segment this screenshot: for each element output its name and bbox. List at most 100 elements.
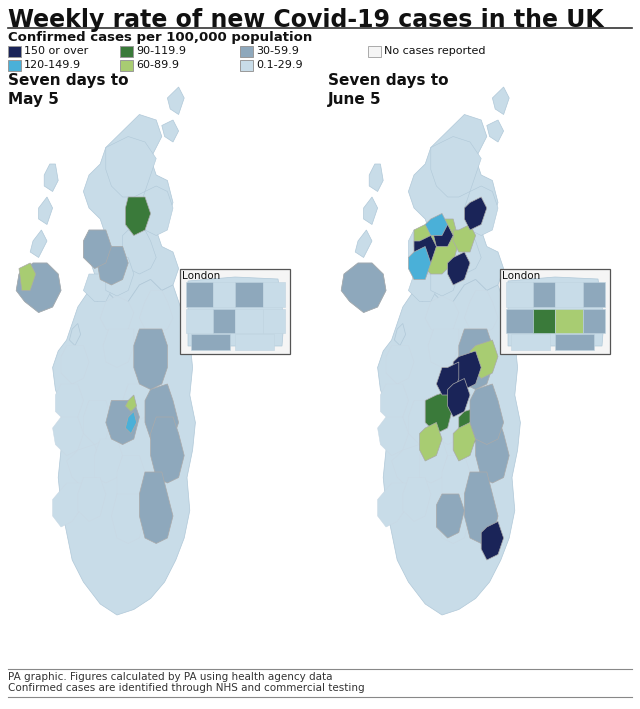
Bar: [582, 281, 605, 307]
Polygon shape: [125, 411, 136, 433]
Polygon shape: [30, 230, 47, 257]
Polygon shape: [453, 423, 476, 461]
Bar: [120, 60, 133, 71]
Text: Seven days to
May 5: Seven days to May 5: [8, 73, 129, 107]
Bar: [191, 335, 230, 350]
Polygon shape: [428, 329, 459, 367]
Polygon shape: [492, 87, 509, 114]
Polygon shape: [100, 296, 134, 335]
Polygon shape: [465, 472, 498, 544]
Text: Confirmed cases are identified through NHS and commercial testing: Confirmed cases are identified through N…: [8, 683, 365, 693]
Polygon shape: [465, 291, 498, 335]
Bar: [262, 281, 285, 307]
Polygon shape: [434, 225, 453, 247]
Text: No cases reported: No cases reported: [384, 46, 486, 56]
Bar: [555, 335, 593, 350]
Bar: [506, 281, 533, 307]
Polygon shape: [447, 384, 476, 423]
Polygon shape: [386, 345, 414, 384]
Polygon shape: [168, 87, 184, 114]
Polygon shape: [392, 445, 425, 489]
Bar: [235, 309, 262, 333]
Polygon shape: [188, 277, 284, 346]
Polygon shape: [408, 114, 504, 301]
Polygon shape: [150, 417, 184, 483]
Bar: [180, 269, 290, 354]
Text: PA graphic. Figures calculated by PA using health agency data: PA graphic. Figures calculated by PA usi…: [8, 672, 333, 682]
Polygon shape: [420, 423, 442, 461]
Polygon shape: [52, 279, 195, 615]
Text: 120-149.9: 120-149.9: [24, 60, 81, 70]
Polygon shape: [83, 401, 111, 445]
Polygon shape: [162, 120, 179, 142]
Polygon shape: [470, 340, 498, 379]
Text: 30-59.9: 30-59.9: [256, 46, 299, 56]
Polygon shape: [134, 329, 168, 389]
Polygon shape: [453, 225, 476, 252]
Polygon shape: [95, 439, 123, 483]
Bar: [240, 46, 253, 57]
Bar: [213, 309, 235, 333]
Bar: [533, 309, 555, 333]
Polygon shape: [117, 455, 145, 500]
Polygon shape: [425, 213, 447, 235]
Bar: [8, 60, 21, 71]
Bar: [368, 46, 381, 57]
Polygon shape: [414, 235, 436, 269]
Polygon shape: [106, 401, 140, 445]
Polygon shape: [380, 384, 408, 423]
Bar: [240, 60, 253, 71]
Polygon shape: [459, 406, 487, 445]
Bar: [235, 281, 262, 307]
Polygon shape: [447, 252, 470, 285]
Polygon shape: [38, 197, 52, 225]
Polygon shape: [341, 263, 386, 313]
Polygon shape: [508, 277, 604, 346]
Polygon shape: [83, 230, 111, 269]
Polygon shape: [447, 379, 470, 417]
Polygon shape: [470, 384, 504, 445]
Polygon shape: [56, 384, 83, 423]
Polygon shape: [465, 472, 498, 544]
Text: London: London: [502, 271, 540, 281]
Text: 60-89.9: 60-89.9: [136, 60, 179, 70]
Text: 150 or over: 150 or over: [24, 46, 88, 56]
Polygon shape: [481, 522, 504, 560]
Polygon shape: [364, 197, 378, 225]
Polygon shape: [341, 263, 386, 313]
Polygon shape: [447, 230, 481, 274]
Polygon shape: [123, 230, 156, 274]
Polygon shape: [19, 263, 36, 291]
Polygon shape: [83, 114, 179, 301]
Polygon shape: [403, 477, 431, 522]
Polygon shape: [470, 384, 504, 445]
Polygon shape: [431, 257, 459, 296]
Polygon shape: [425, 296, 459, 335]
Polygon shape: [83, 230, 111, 269]
Polygon shape: [106, 137, 156, 197]
Polygon shape: [16, 263, 61, 313]
Polygon shape: [103, 329, 134, 367]
Bar: [8, 46, 21, 57]
Bar: [555, 309, 582, 333]
Polygon shape: [436, 494, 465, 538]
Polygon shape: [378, 279, 520, 615]
Bar: [120, 46, 133, 57]
Polygon shape: [123, 384, 150, 423]
Polygon shape: [83, 274, 111, 301]
Polygon shape: [106, 401, 140, 445]
Polygon shape: [140, 472, 173, 544]
Polygon shape: [442, 455, 470, 500]
Polygon shape: [459, 329, 492, 389]
Polygon shape: [420, 439, 447, 483]
Polygon shape: [52, 417, 83, 455]
Polygon shape: [459, 329, 492, 389]
Polygon shape: [408, 274, 436, 301]
Polygon shape: [145, 384, 179, 445]
Polygon shape: [111, 494, 145, 544]
Polygon shape: [134, 329, 168, 389]
Text: 90-119.9: 90-119.9: [136, 46, 186, 56]
Polygon shape: [431, 137, 481, 197]
Bar: [533, 281, 555, 307]
Polygon shape: [408, 247, 431, 279]
